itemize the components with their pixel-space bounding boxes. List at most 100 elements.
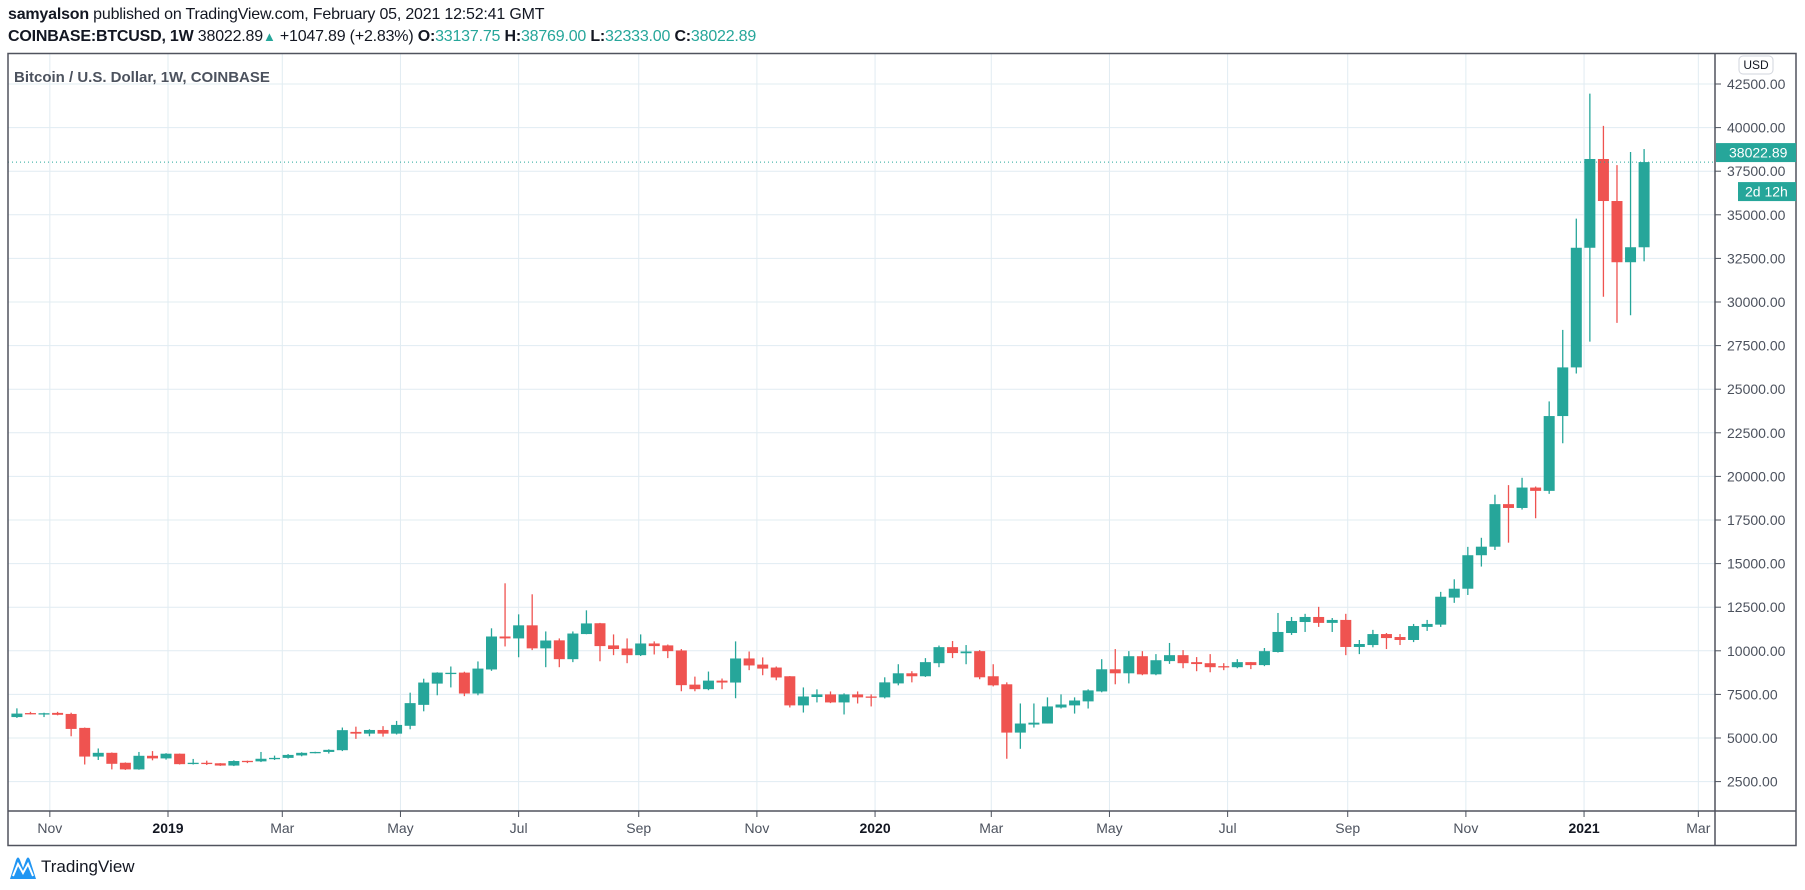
candle — [1408, 623, 1420, 643]
candle-body — [662, 645, 674, 652]
candle-body — [1258, 651, 1270, 666]
price-tick-label: 32500.00 — [1727, 250, 1786, 266]
candle — [1041, 697, 1053, 724]
candle — [526, 594, 538, 651]
candle-body — [770, 667, 782, 678]
candle — [919, 658, 931, 677]
candle-body — [1041, 706, 1053, 724]
candle-body — [174, 753, 186, 765]
time-tick-label: 2019 — [152, 820, 183, 836]
candle-body — [689, 684, 701, 690]
candle-body — [391, 724, 403, 734]
candle-body — [1584, 158, 1596, 248]
candle — [106, 752, 118, 770]
candle — [79, 727, 91, 765]
candle-body — [947, 647, 959, 654]
candle-body — [825, 694, 837, 703]
candle — [214, 763, 226, 766]
candle — [960, 645, 972, 665]
candle — [119, 762, 131, 770]
time-tick-label: Jul — [510, 820, 528, 836]
candle — [797, 687, 809, 713]
candle — [540, 631, 552, 668]
candle-body — [702, 680, 714, 690]
candle — [187, 758, 199, 765]
candle — [445, 666, 457, 688]
price-tick-label: 22500.00 — [1727, 425, 1786, 441]
candle-body — [730, 658, 742, 683]
candle-body — [1177, 655, 1189, 664]
candle — [1353, 639, 1365, 655]
candle — [865, 694, 877, 707]
candle — [1475, 537, 1487, 567]
chart-frame — [7, 52, 1797, 847]
price-change: +1047.89 (+2.83%) — [279, 28, 414, 45]
candle-body — [1204, 663, 1216, 668]
candle-body — [1475, 546, 1487, 556]
candle — [1082, 689, 1094, 709]
currency-badge[interactable]: USD — [1738, 55, 1774, 75]
candle — [1258, 648, 1270, 667]
candle-body — [892, 673, 904, 684]
candle-body — [1001, 684, 1013, 733]
tradingview-logo-icon — [10, 857, 36, 879]
price-tick-label: 25000.00 — [1727, 381, 1786, 397]
last-price-marker: 38022.89 2d 12h — [1716, 143, 1796, 202]
candle-body — [296, 752, 308, 756]
candle — [1231, 659, 1243, 669]
tradingview-logo[interactable]: TradingView — [8, 854, 135, 880]
candle-body — [1272, 631, 1284, 653]
candle-body — [1313, 616, 1325, 623]
candle-body — [1353, 643, 1365, 647]
candle — [228, 760, 240, 767]
candle-body — [431, 672, 443, 684]
candle-body — [418, 682, 430, 705]
candle-body — [526, 625, 538, 649]
price-tick-label: 10000.00 — [1727, 643, 1786, 659]
candle — [1109, 649, 1121, 685]
candle — [1462, 546, 1474, 595]
candle — [1611, 165, 1623, 323]
logo-text: TradingView — [41, 857, 135, 876]
candle — [1435, 591, 1447, 627]
candle — [1530, 486, 1542, 519]
candle-body — [1191, 662, 1203, 665]
candle-body — [323, 749, 335, 752]
published-text: published on TradingView.com, February 0… — [93, 6, 545, 23]
candle — [1625, 152, 1637, 316]
low-value: 32333.00 — [605, 28, 671, 45]
candle-body — [960, 651, 972, 654]
candle-body — [553, 640, 565, 660]
candle — [174, 753, 186, 765]
candle-body — [309, 751, 321, 754]
candle-body — [919, 662, 931, 677]
candle — [1069, 697, 1081, 714]
candle-body — [38, 713, 50, 715]
last-price-label: 38022.89 — [1729, 145, 1788, 161]
candle — [92, 748, 104, 760]
price-axis[interactable]: 2500.00 5000.00 7500.00 10000.00 12500.00 150… — [1715, 76, 1786, 790]
candle-body — [1109, 669, 1121, 674]
time-axis[interactable]: Nov 2019 Mar May Jul Sep Nov 2020 Mar May Jul Sep No… — [37, 811, 1711, 836]
candle-body — [1611, 201, 1623, 263]
candle — [838, 693, 850, 715]
author-name[interactable]: samyalson — [8, 6, 89, 23]
candle — [648, 641, 660, 655]
time-tick-label: Jul — [1219, 820, 1237, 836]
candle — [662, 644, 674, 659]
candle-body — [160, 753, 172, 759]
candle-body — [228, 761, 240, 766]
price-tick-label: 30000.00 — [1727, 294, 1786, 310]
candle — [1638, 149, 1650, 262]
candle — [987, 664, 999, 687]
candle-body — [1231, 662, 1243, 668]
candle-body — [52, 712, 64, 715]
price-tick-label: 42500.00 — [1727, 76, 1786, 92]
candle — [1286, 616, 1298, 635]
candle — [1448, 579, 1460, 603]
currency-label: USD — [1743, 58, 1769, 72]
candle — [1001, 682, 1013, 759]
time-tick-label: Mar — [1686, 820, 1710, 836]
candle — [1218, 663, 1230, 671]
